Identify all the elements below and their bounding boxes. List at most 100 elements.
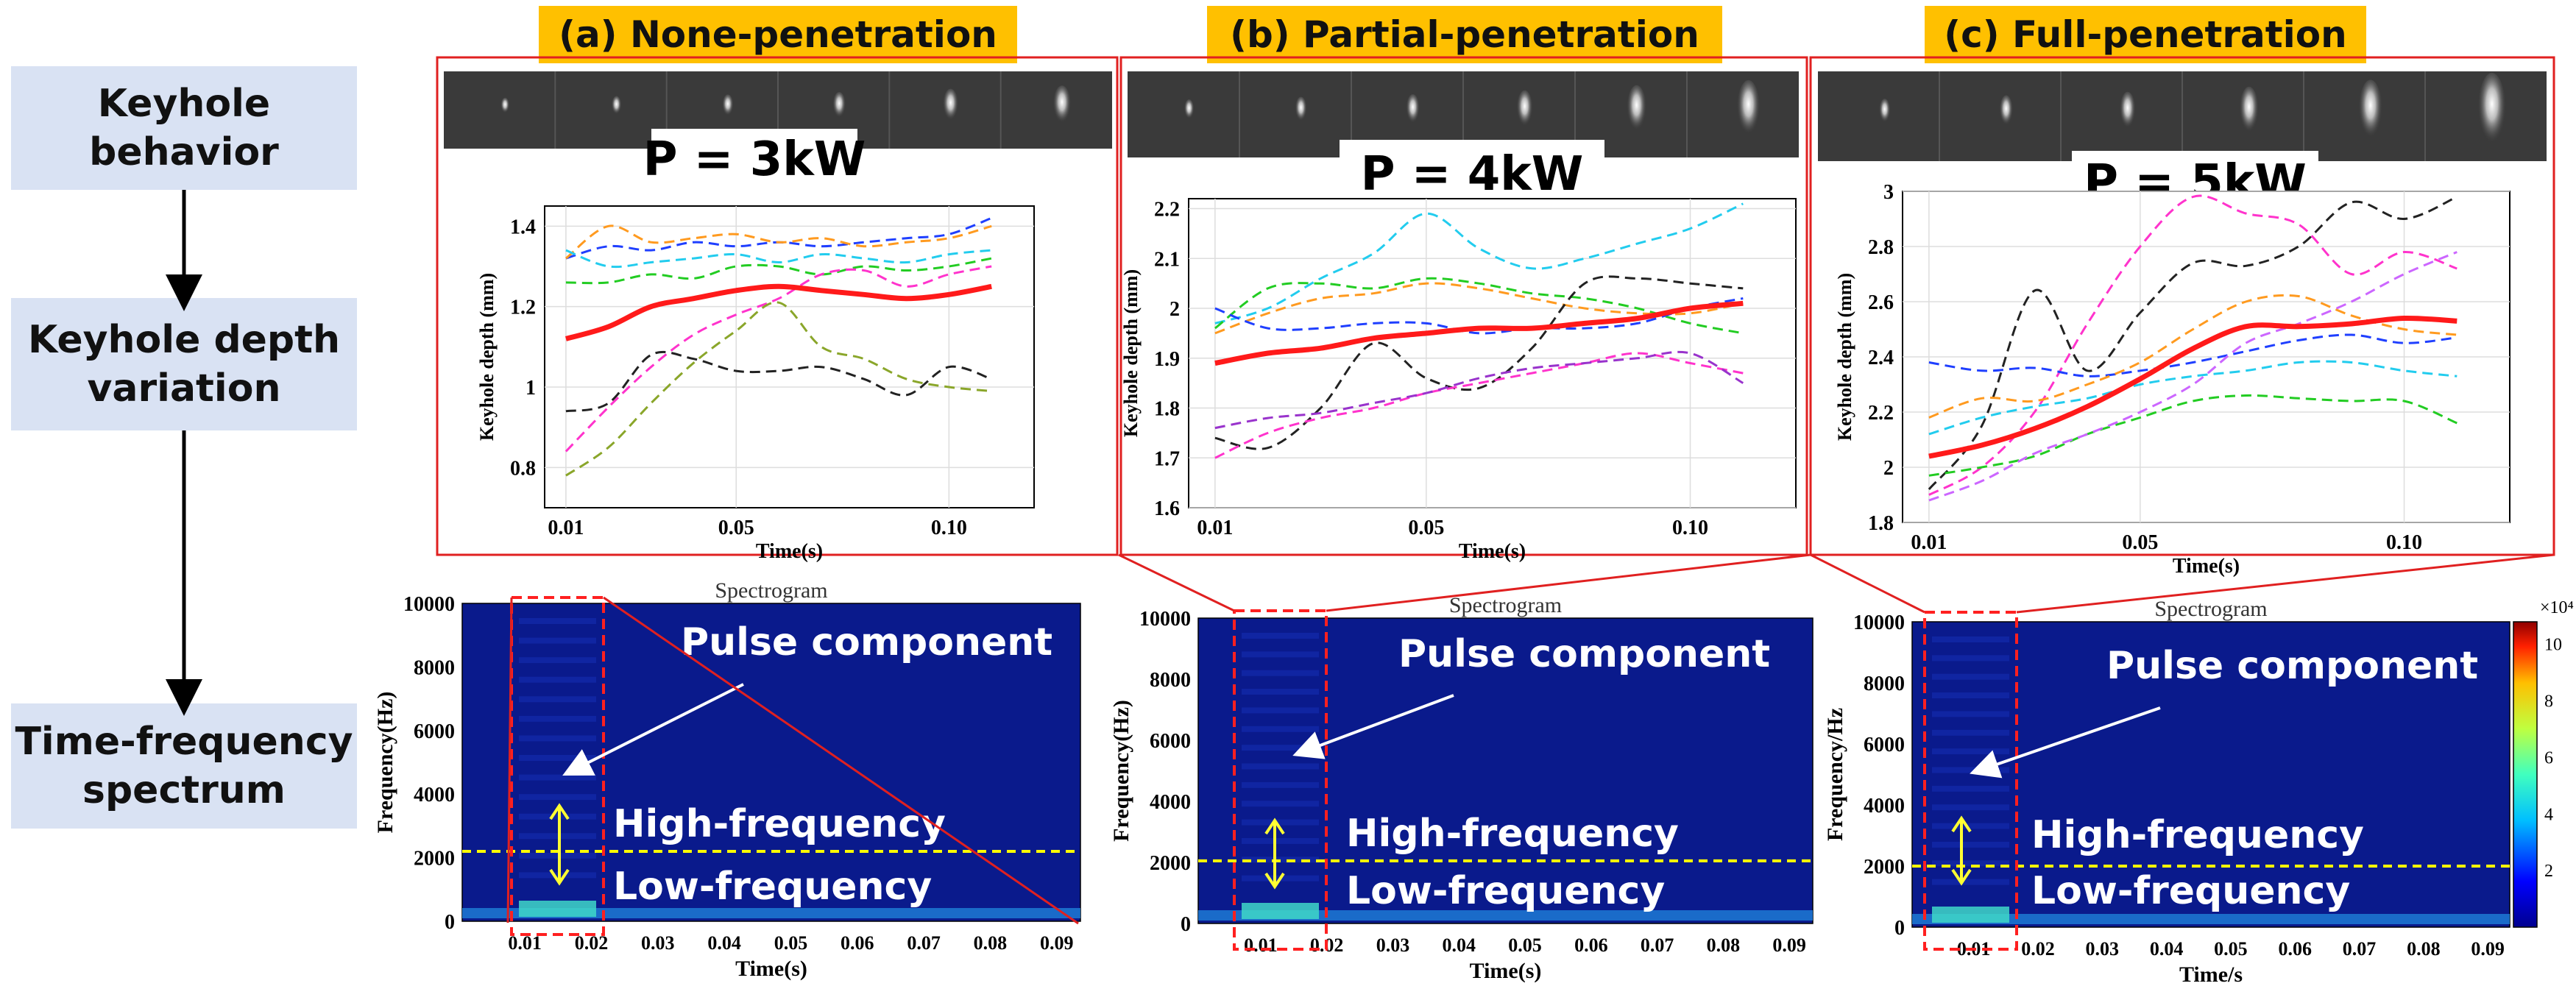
spec-x-tick-label: 0.05 [774, 932, 808, 954]
spectrogram-texture [1932, 748, 2009, 755]
spec-x-tick-label: 0.04 [707, 932, 741, 954]
spec-y-tick-label: 2000 [1864, 856, 1905, 879]
flow-step-line: Time-frequency [15, 720, 353, 764]
y-tick-label: 2.6 [1868, 291, 1894, 314]
keyhole-glow [832, 92, 846, 121]
pulse-component-label: Pulse component [1398, 632, 1770, 676]
high-frequency-label: High-frequency [1346, 812, 1679, 856]
spectrogram-texture [519, 637, 596, 644]
zoom-connector [2016, 553, 2555, 614]
y-tick-label: 1.2 [510, 297, 536, 319]
spec-y-axis-label: Frequency/Hz [1823, 708, 1847, 841]
spec-x-tick-label: 0.06 [841, 932, 874, 954]
keyhole-glow [942, 88, 959, 124]
spectrogram-texture [519, 774, 596, 781]
spec-y-axis-label: Frequency(Hz) [1109, 700, 1133, 842]
high-frequency-label: High-frequency [613, 802, 946, 846]
spectrogram-title: Spectrogram [715, 578, 827, 603]
band-arrow-head [1264, 872, 1285, 890]
colorbar-tick-label: 2 [2544, 862, 2553, 881]
x-tick-label: 0.05 [1408, 517, 1444, 539]
band-arrow-head [1951, 815, 1972, 833]
spectrogram-area [1911, 621, 2510, 928]
pulse-arrow [1970, 706, 2161, 779]
spec-x-tick-label: 0.04 [2150, 938, 2184, 960]
spec-y-tick-label: 6000 [1150, 730, 1191, 753]
y-axis-label: Keyhole depth (mm) [476, 273, 498, 441]
spec-x-tick-label: 0.05 [1508, 935, 1542, 956]
spec-y-tick-label: 8000 [1150, 669, 1191, 692]
y-tick-label: 1.8 [1868, 512, 1894, 535]
spectrogram-texture [1932, 879, 2009, 885]
spectrogram-texture [519, 676, 596, 683]
band-arrow-head [549, 868, 570, 886]
y-tick-label: 2.2 [1154, 199, 1180, 221]
spec-x-tick-label: 0.03 [1376, 935, 1410, 956]
low-frequency-hotspot [519, 901, 596, 917]
spectrogram-texture [1932, 804, 2009, 811]
y-axis-label: Keyhole depth (mm) [1834, 273, 1855, 441]
spec-x-tick-label: 0.09 [1040, 932, 1074, 954]
keyhole-glow [1999, 95, 2014, 129]
spectrogram-title: Spectrogram [2154, 597, 2267, 621]
spec-x-tick-label: 0.08 [2407, 938, 2441, 960]
spec-x-tick-label: 0.08 [974, 932, 1008, 954]
zoom-connector [1118, 553, 1235, 612]
depth-series-line [565, 350, 992, 413]
spectrogram-title: Spectrogram [1449, 593, 1562, 617]
keyhole-glow [1878, 99, 1891, 125]
spectrogram-texture [1242, 707, 1319, 714]
spectrogram-texture [519, 833, 596, 840]
keyhole-glow [2358, 79, 2383, 144]
keyhole-glow [500, 97, 510, 115]
spectrogram-texture [1932, 711, 2009, 717]
spec-x-tick-label: 0.02 [2021, 938, 2055, 960]
pulse-arrow [562, 683, 744, 776]
spec-y-axis-label: Frequency(Hz) [373, 692, 397, 834]
depth-series-line [1928, 360, 2458, 436]
spectrogram-texture [1242, 819, 1319, 826]
spec-x-tick-label: 0.07 [2343, 938, 2377, 960]
keyhole-glow [1295, 96, 1307, 124]
keyhole-glow [2119, 91, 2136, 132]
band-arrow-head [1264, 818, 1285, 835]
flow-step-line: spectrum [82, 768, 286, 812]
flow-step-line: Keyhole depth [27, 318, 341, 362]
spec-x-axis-label: Time(s) [735, 957, 807, 981]
low-frequency-hotspot [1242, 903, 1319, 919]
spec-x-tick-label: 0.01 [1244, 935, 1278, 956]
spec-x-tick-label: 0.08 [1707, 935, 1741, 956]
spectrogram-texture [1932, 823, 2009, 829]
colorbar-tick-label: 6 [2544, 748, 2553, 767]
spec-x-tick-label: 0.03 [641, 932, 675, 954]
spectrogram-texture [519, 735, 596, 742]
panel-tag-a: (a) None-penetration [539, 6, 1017, 63]
keyhole-glow [1052, 85, 1072, 127]
spec-y-tick-label: 0 [445, 911, 455, 934]
spec-x-tick-label: 0.06 [2278, 938, 2312, 960]
low-frequency-label: Low-frequency [1346, 869, 1665, 913]
spec-y-tick-label: 2000 [1150, 852, 1191, 875]
depth-series-line [565, 265, 992, 453]
zoom-connector [603, 596, 1079, 925]
spectrogram-texture [1242, 726, 1319, 732]
spectrogram-texture [1242, 689, 1319, 695]
y-tick-label: 2.1 [1154, 248, 1180, 271]
spectrogram-texture [519, 813, 596, 820]
spectrogram-texture [519, 852, 596, 859]
y-tick-label: 1.7 [1154, 447, 1180, 470]
spec-x-tick-label: 0.03 [2086, 938, 2120, 960]
power-label: P = 3kW [643, 132, 866, 187]
keyhole-glow [2477, 72, 2507, 151]
x-tick-label: 0.05 [718, 517, 754, 539]
colorbar-tick-label: 8 [2544, 692, 2553, 712]
colorbar-exponent: ×10⁴ [2540, 598, 2574, 617]
mean-depth-line [1928, 315, 2458, 459]
depth-series-line [565, 301, 992, 477]
spec-x-tick-label: 0.04 [1442, 935, 1476, 956]
y-tick-label: 1.8 [1154, 398, 1180, 421]
spec-x-tick-label: 0.09 [2471, 938, 2505, 960]
spectrogram-texture [519, 794, 596, 801]
pulse-component-label: Pulse component [681, 620, 1052, 664]
